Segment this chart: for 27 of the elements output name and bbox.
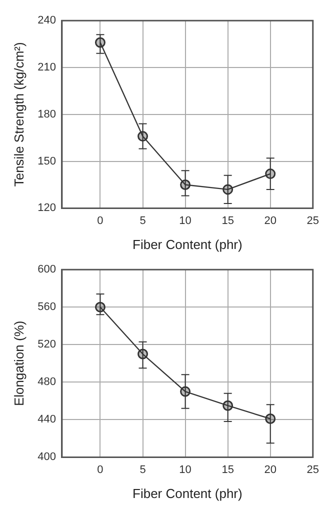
x-tick-label: 20 <box>264 464 276 476</box>
x-tick-label: 5 <box>140 214 146 227</box>
x-tick-label: 10 <box>179 464 192 476</box>
x-tick-label: 25 <box>306 464 320 476</box>
y-tick-label: 560 <box>38 301 56 314</box>
x-axis-title: Fiber Content (phr) <box>132 236 242 252</box>
x-tick-label: 15 <box>222 464 234 476</box>
x-tick-label: 25 <box>306 214 320 227</box>
y-tick-label: 520 <box>38 338 56 351</box>
x-tick-label: 0 <box>97 464 104 476</box>
y-tick-label: 440 <box>38 414 56 426</box>
y-tick-label: 600 <box>38 264 56 276</box>
y-axis-title: Elongation (%) <box>11 320 26 406</box>
x-tick-label: 20 <box>264 214 276 227</box>
y-tick-label: 210 <box>38 62 56 74</box>
y-tick-label: 240 <box>38 14 56 27</box>
y-tick-label: 150 <box>38 155 56 168</box>
y-tick-label: 180 <box>38 108 56 120</box>
y-axis-title: Tensile Strength (kg/cm²) <box>11 42 26 187</box>
y-tick-label: 120 <box>38 202 56 214</box>
x-tick-label: 5 <box>140 464 146 476</box>
y-tick-label: 400 <box>38 451 56 464</box>
x-tick-label: 0 <box>97 214 104 227</box>
y-tick-label: 480 <box>38 376 56 388</box>
x-tick-label: 15 <box>222 214 234 227</box>
x-axis-title: Fiber Content (phr) <box>132 486 242 501</box>
x-tick-label: 10 <box>179 214 192 227</box>
